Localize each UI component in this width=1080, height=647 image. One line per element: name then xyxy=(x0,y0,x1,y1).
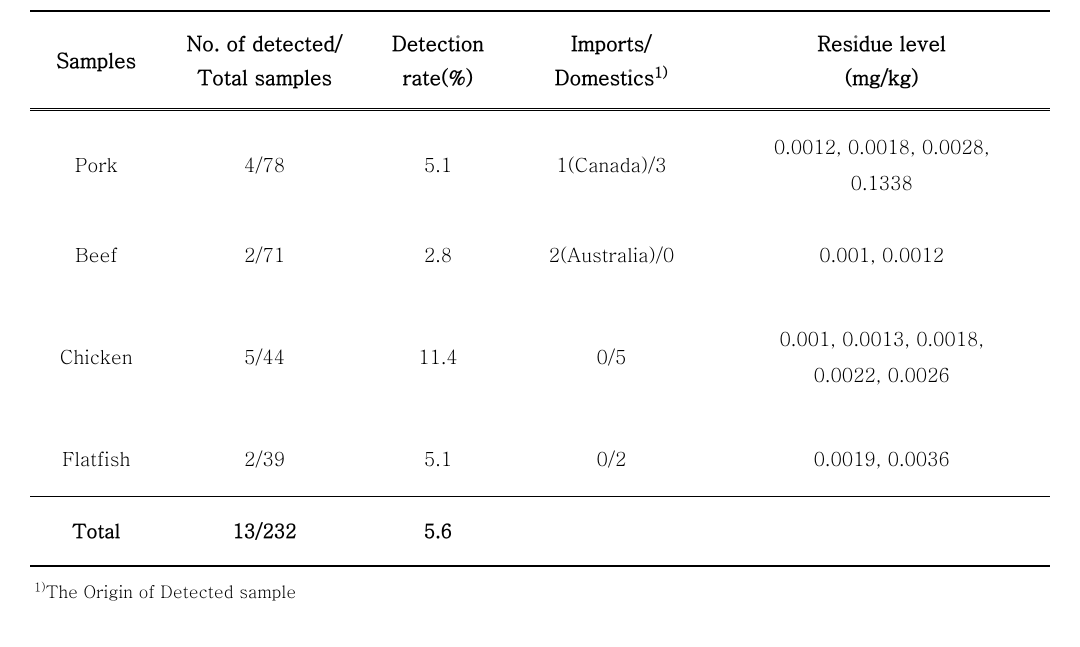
header-residue: Residue level (mg/kg) xyxy=(713,11,1050,110)
cell-residue: 0.0019, 0.0036 xyxy=(713,423,1050,496)
cell-rate: 5.1 xyxy=(367,423,510,496)
table-row: Flatfish 2/39 5.1 0/2 0.0019, 0.0036 xyxy=(30,423,1050,496)
cell-residue: 0.0012, 0.0018, 0.0028, 0.1338 xyxy=(713,110,1050,220)
cell-detected: 4/78 xyxy=(163,110,367,220)
table-total-row: Total 13/232 5.6 xyxy=(30,496,1050,566)
footnote: 1)The Origin of Detected sample xyxy=(30,567,1050,615)
header-label: (mg/kg) xyxy=(721,60,1042,94)
cell-total-detected: 13/232 xyxy=(163,496,367,566)
residue-table: Samples No. of detected/ Total samples D… xyxy=(30,10,1050,567)
header-sup: 1) xyxy=(654,61,668,81)
header-label: Residue level xyxy=(721,26,1042,60)
residue-line: 0.001, 0.0013, 0.0018, xyxy=(721,321,1042,357)
header-label: rate(%) xyxy=(375,60,502,94)
cell-imports: 1(Canada)/3 xyxy=(509,110,713,220)
cell-rate: 11.4 xyxy=(367,291,510,423)
cell-detected: 2/39 xyxy=(163,423,367,496)
header-label: No. of detected/ xyxy=(171,26,359,60)
table-row: Pork 4/78 5.1 1(Canada)/3 0.0012, 0.0018… xyxy=(30,110,1050,220)
header-samples: Samples xyxy=(30,11,163,110)
header-rate: Detection rate(%) xyxy=(367,11,510,110)
footnote-text: The Origin of Detected sample xyxy=(46,579,297,603)
cell-sample: Beef xyxy=(30,219,163,291)
cell-imports: 0/2 xyxy=(509,423,713,496)
cell-detected: 5/44 xyxy=(163,291,367,423)
cell-rate: 2.8 xyxy=(367,219,510,291)
table-row: Chicken 5/44 11.4 0/5 0.001, 0.0013, 0.0… xyxy=(30,291,1050,423)
header-label: Imports/ xyxy=(517,26,705,60)
cell-imports: 2(Australia)/0 xyxy=(509,219,713,291)
cell-total-rate: 5.6 xyxy=(367,496,510,566)
cell-empty xyxy=(509,496,713,566)
cell-total-label: Total xyxy=(30,496,163,566)
header-detected: No. of detected/ Total samples xyxy=(163,11,367,110)
header-label: Samples xyxy=(38,43,155,77)
footnote-sup: 1) xyxy=(34,579,46,595)
cell-residue: 0.001, 0.0013, 0.0018, 0.0022, 0.0026 xyxy=(713,291,1050,423)
header-imports: Imports/ Domestics1) xyxy=(509,11,713,110)
cell-sample: Pork xyxy=(30,110,163,220)
residue-line: 0.0019, 0.0036 xyxy=(721,441,1042,477)
cell-detected: 2/71 xyxy=(163,219,367,291)
header-label: Total samples xyxy=(171,60,359,94)
cell-residue: 0.001, 0.0012 xyxy=(713,219,1050,291)
residue-line: 0.0012, 0.0018, 0.0028, xyxy=(721,129,1042,165)
table-body: Pork 4/78 5.1 1(Canada)/3 0.0012, 0.0018… xyxy=(30,110,1050,566)
residue-line: 0.0022, 0.0026 xyxy=(721,357,1042,393)
cell-rate: 5.1 xyxy=(367,110,510,220)
cell-empty xyxy=(713,496,1050,566)
residue-line: 0.1338 xyxy=(721,165,1042,201)
cell-sample: Flatfish xyxy=(30,423,163,496)
residue-line: 0.001, 0.0012 xyxy=(721,237,1042,273)
cell-imports: 0/5 xyxy=(509,291,713,423)
table-header: Samples No. of detected/ Total samples D… xyxy=(30,11,1050,110)
header-label-text: Domestics xyxy=(555,62,654,91)
cell-sample: Chicken xyxy=(30,291,163,423)
table-row: Beef 2/71 2.8 2(Australia)/0 0.001, 0.00… xyxy=(30,219,1050,291)
header-label: Detection xyxy=(375,26,502,60)
header-label: Domestics1) xyxy=(517,60,705,94)
